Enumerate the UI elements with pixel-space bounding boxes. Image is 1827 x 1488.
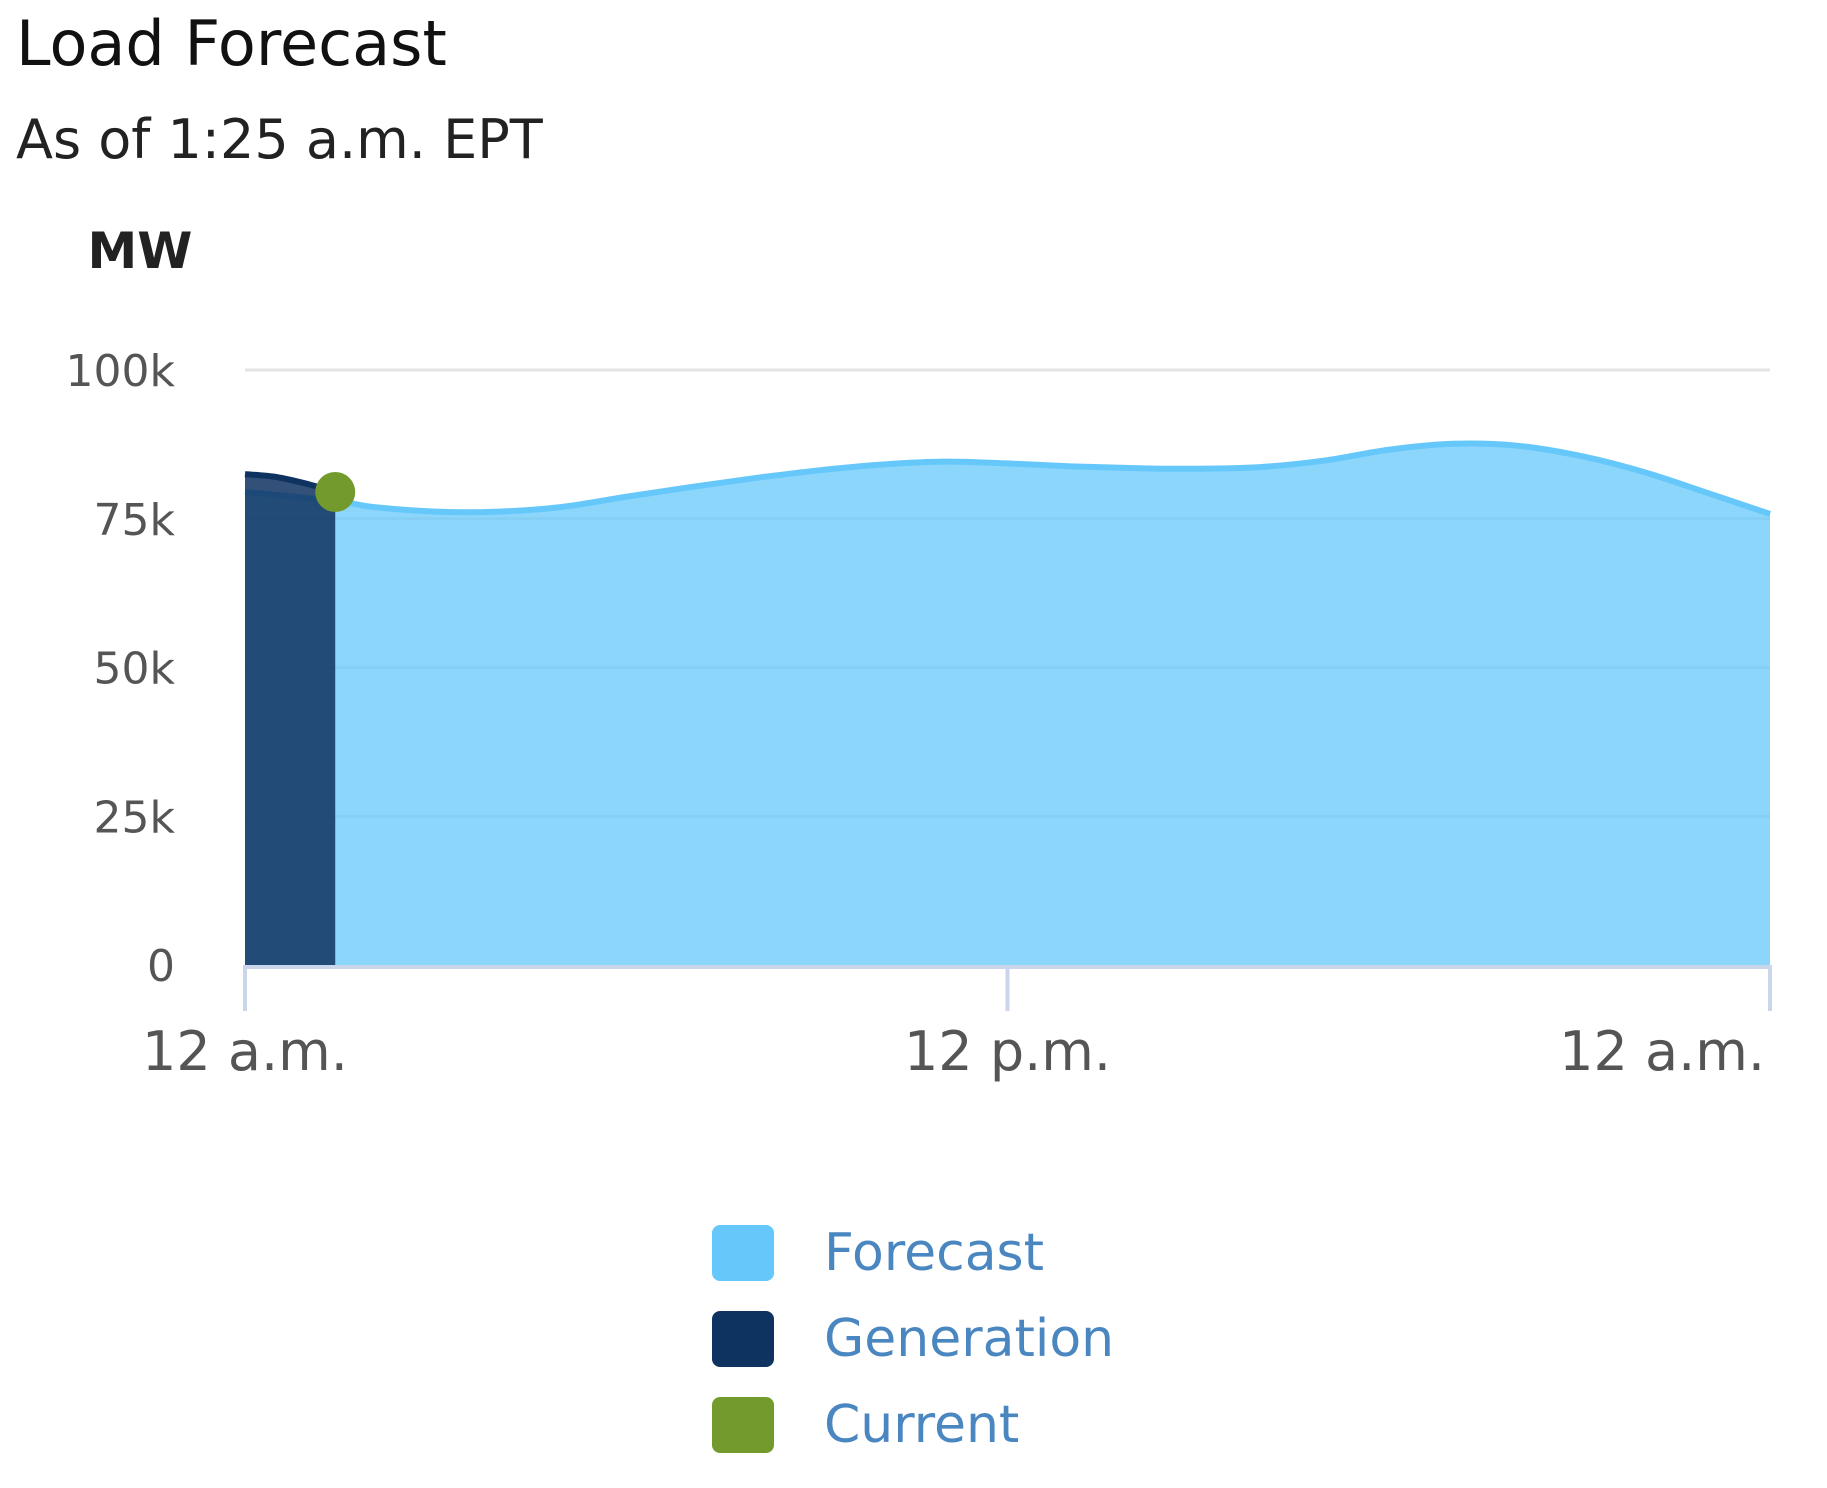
legend-item-forecast[interactable]: Forecast [712,1210,1114,1296]
chart-title: Load Forecast [16,7,447,80]
area-generation [245,474,336,965]
legend-swatch-generation [712,1311,774,1367]
legend-label-generation: Generation [824,1309,1115,1369]
current-marker [315,471,356,512]
y-tick-label-1: 25k [94,792,176,843]
area-forecast [245,443,1770,966]
legend-swatch-forecast [712,1225,774,1281]
chart-subtitle: As of 1:25 a.m. EPT [16,108,543,171]
x-tick-label-1: 12 p.m. [904,1020,1111,1083]
line-forecast [244,440,1771,517]
legend-item-generation[interactable]: Generation [712,1296,1114,1382]
legend-item-current[interactable]: Current [712,1382,1114,1468]
legend-swatch-current [712,1397,774,1453]
chart-legend: Forecast Generation Current [712,1210,1114,1468]
y-tick-label-4: 100k [66,346,176,397]
legend-label-current: Current [824,1395,1020,1455]
y-tick-label-0: 0 [147,941,175,992]
x-tick-label-2: 12 a.m. [1559,1020,1765,1083]
x-tick-label-0: 12 a.m. [142,1020,348,1083]
load-forecast-chart: MW 0 25k 50k 75k 100k 12 a.m. 12 p.m. 12 a.m. [66,222,1772,1083]
y-tick-label-3: 75k [94,495,176,546]
legend-label-forecast: Forecast [824,1223,1045,1283]
y-tick-label-2: 50k [94,644,176,695]
y-axis-label: MW [88,222,193,280]
